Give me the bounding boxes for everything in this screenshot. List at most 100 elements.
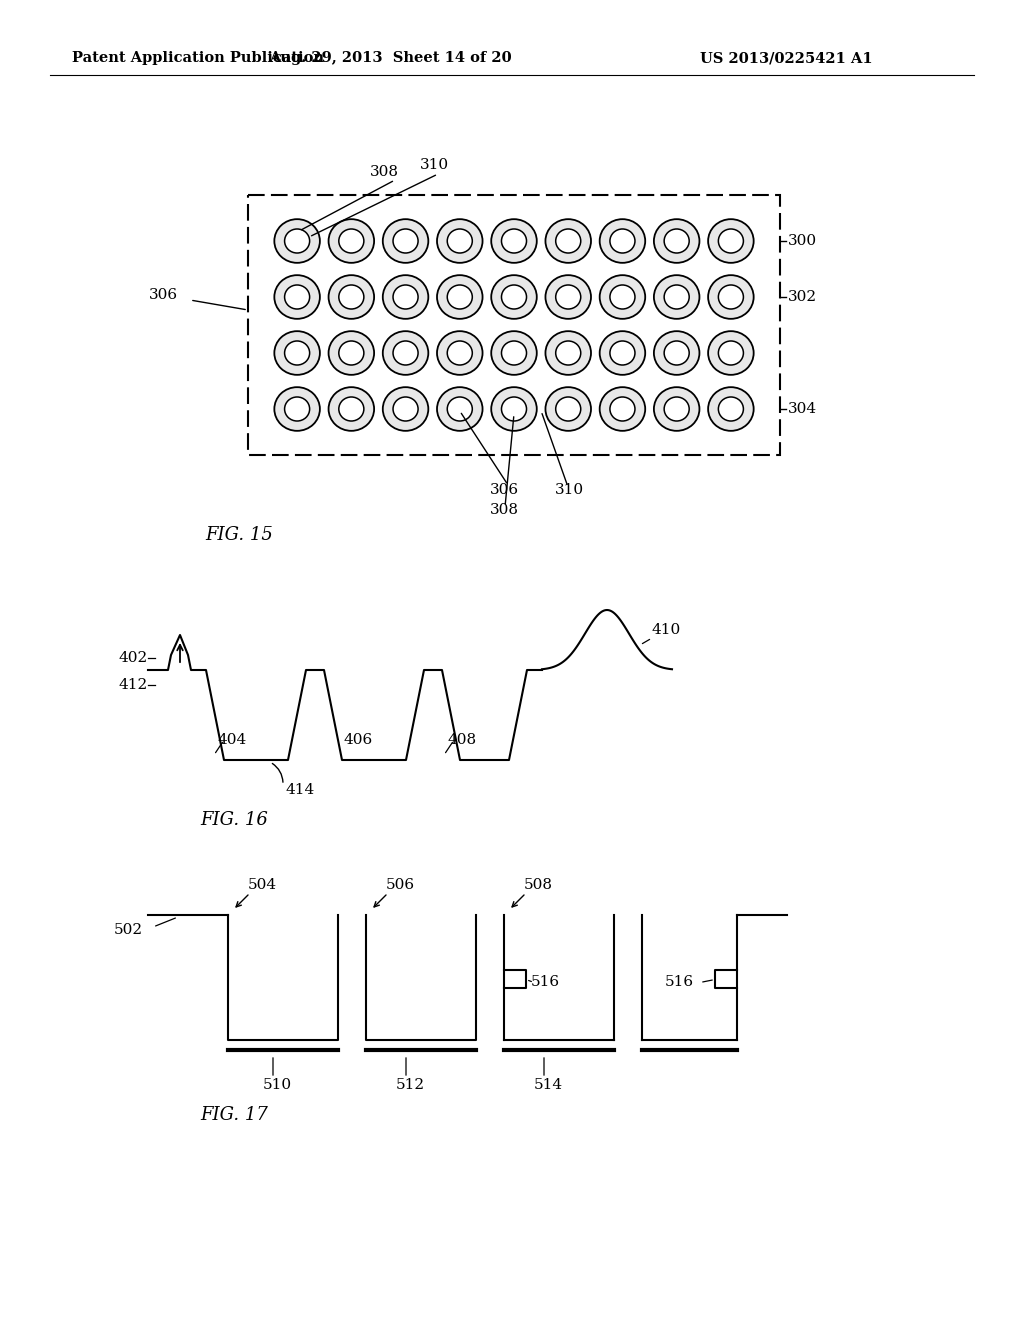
Ellipse shape [437,331,482,375]
Ellipse shape [329,387,374,430]
Text: 304: 304 [788,403,817,416]
Ellipse shape [556,397,581,421]
Ellipse shape [492,387,537,430]
Text: 408: 408 [447,733,476,747]
Ellipse shape [437,387,482,430]
Ellipse shape [274,275,319,319]
Ellipse shape [285,285,309,309]
Ellipse shape [719,397,743,421]
Ellipse shape [654,387,699,430]
Ellipse shape [665,228,689,253]
Text: 300: 300 [788,234,817,248]
Ellipse shape [383,387,428,430]
Ellipse shape [492,275,537,319]
Text: 512: 512 [396,1078,425,1092]
Text: 406: 406 [344,733,374,747]
Ellipse shape [719,285,743,309]
Ellipse shape [546,219,591,263]
Ellipse shape [654,331,699,375]
Text: 516: 516 [665,975,694,990]
Ellipse shape [339,285,364,309]
Text: Aug. 29, 2013  Sheet 14 of 20: Aug. 29, 2013 Sheet 14 of 20 [268,51,511,65]
Text: US 2013/0225421 A1: US 2013/0225421 A1 [700,51,872,65]
Text: 412: 412 [119,678,148,692]
Text: 310: 310 [420,158,450,172]
Text: 306: 306 [490,483,519,498]
Ellipse shape [393,285,418,309]
Text: 516: 516 [531,975,560,990]
Text: 308: 308 [370,165,399,180]
Ellipse shape [447,397,472,421]
Ellipse shape [502,285,526,309]
Text: Patent Application Publication: Patent Application Publication [72,51,324,65]
Ellipse shape [610,285,635,309]
Ellipse shape [719,341,743,366]
Ellipse shape [546,331,591,375]
Ellipse shape [665,285,689,309]
Ellipse shape [654,275,699,319]
Ellipse shape [329,275,374,319]
Ellipse shape [393,397,418,421]
Ellipse shape [654,219,699,263]
Text: FIG. 15: FIG. 15 [205,525,272,544]
Text: 310: 310 [555,483,584,498]
Text: 508: 508 [524,878,553,892]
Ellipse shape [393,228,418,253]
Ellipse shape [709,331,754,375]
Ellipse shape [546,387,591,430]
Ellipse shape [447,228,472,253]
Ellipse shape [437,219,482,263]
Text: 504: 504 [248,878,278,892]
Ellipse shape [600,275,645,319]
Ellipse shape [665,397,689,421]
Text: FIG. 16: FIG. 16 [200,810,268,829]
Ellipse shape [502,397,526,421]
Ellipse shape [719,228,743,253]
Text: 410: 410 [652,623,681,638]
Ellipse shape [383,219,428,263]
Text: 308: 308 [490,503,519,517]
Ellipse shape [274,331,319,375]
Ellipse shape [339,397,364,421]
Ellipse shape [274,219,319,263]
Ellipse shape [610,228,635,253]
Ellipse shape [709,219,754,263]
Ellipse shape [492,219,537,263]
Ellipse shape [600,387,645,430]
Ellipse shape [556,228,581,253]
Bar [248,195,780,455]
Ellipse shape [447,341,472,366]
Ellipse shape [492,331,537,375]
Ellipse shape [502,228,526,253]
Ellipse shape [665,341,689,366]
Ellipse shape [285,228,309,253]
Ellipse shape [437,275,482,319]
Ellipse shape [383,331,428,375]
Text: 514: 514 [534,1078,563,1092]
Text: 306: 306 [148,288,178,302]
Ellipse shape [447,285,472,309]
Ellipse shape [502,341,526,366]
Ellipse shape [285,341,309,366]
Ellipse shape [339,228,364,253]
Ellipse shape [556,285,581,309]
Ellipse shape [610,341,635,366]
Ellipse shape [274,387,319,430]
Ellipse shape [329,219,374,263]
Text: 404: 404 [218,733,247,747]
Ellipse shape [329,331,374,375]
Text: FIG. 17: FIG. 17 [200,1106,268,1125]
Ellipse shape [600,219,645,263]
Ellipse shape [339,341,364,366]
Text: 506: 506 [386,878,415,892]
Ellipse shape [393,341,418,366]
Text: 402: 402 [119,651,148,665]
Ellipse shape [600,331,645,375]
Ellipse shape [285,397,309,421]
Ellipse shape [709,275,754,319]
Ellipse shape [709,387,754,430]
Ellipse shape [546,275,591,319]
Text: 302: 302 [788,290,817,304]
Ellipse shape [383,275,428,319]
Text: 502: 502 [114,923,143,937]
